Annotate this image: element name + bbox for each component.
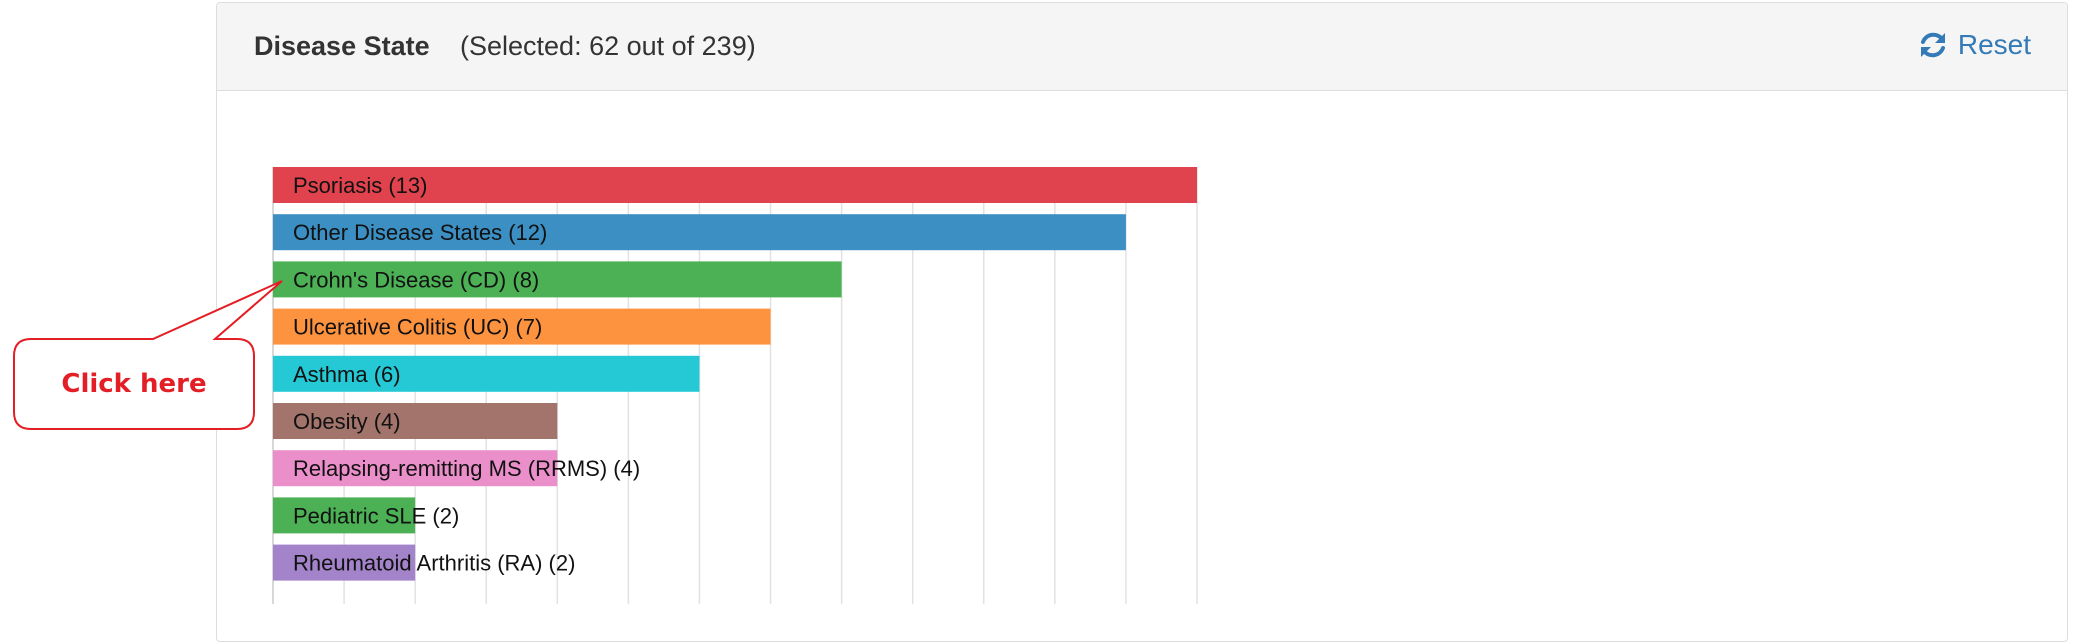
- reset-button[interactable]: Reset: [1918, 29, 2031, 61]
- chart-bar[interactable]: [273, 214, 1126, 251]
- chart-bar-label[interactable]: Obesity (4): [293, 409, 401, 434]
- chart-bar[interactable]: [273, 497, 416, 534]
- reset-label: Reset: [1957, 29, 2031, 60]
- chart-bar[interactable]: [273, 450, 558, 487]
- panel-header: Disease State (Selected: 62 out of 239) …: [217, 3, 2067, 91]
- chart-bar-label[interactable]: Asthma (6): [293, 362, 401, 387]
- chart-bar-label[interactable]: Relapsing-remitting MS (RRMS) (4): [293, 456, 640, 481]
- chart-bar-label[interactable]: Rheumatoid Arthritis (RA) (2): [293, 551, 575, 576]
- chart-bar[interactable]: [273, 167, 1197, 203]
- chart-bars: Psoriasis (13) Other Disease States (12) C…: [273, 167, 1197, 581]
- chart-bar-label[interactable]: Other Disease States (12): [293, 220, 547, 245]
- disease-state-bar-chart: Psoriasis (13) Other Disease States (12) C…: [272, 167, 1198, 604]
- chart-bar[interactable]: [273, 544, 416, 581]
- callout-text: Click here: [61, 369, 207, 399]
- chart-bar[interactable]: [273, 308, 771, 345]
- panel-title: Disease State: [254, 31, 430, 61]
- chart-bar[interactable]: [273, 261, 842, 298]
- chart-bar[interactable]: [273, 403, 558, 439]
- chart-bar-label[interactable]: Ulcerative Colitis (UC) (7): [293, 315, 542, 340]
- click-here-callout: [13, 280, 283, 430]
- chart-bar-label[interactable]: Crohn's Disease (CD) (8): [293, 267, 539, 292]
- selection-count: (Selected: 62 out of 239): [460, 31, 756, 61]
- chart-bar[interactable]: [273, 355, 700, 392]
- refresh-icon: [1920, 32, 1945, 58]
- chart-bar-label[interactable]: Psoriasis (13): [293, 173, 427, 198]
- chart-bar-label[interactable]: Pediatric SLE (2): [293, 503, 459, 528]
